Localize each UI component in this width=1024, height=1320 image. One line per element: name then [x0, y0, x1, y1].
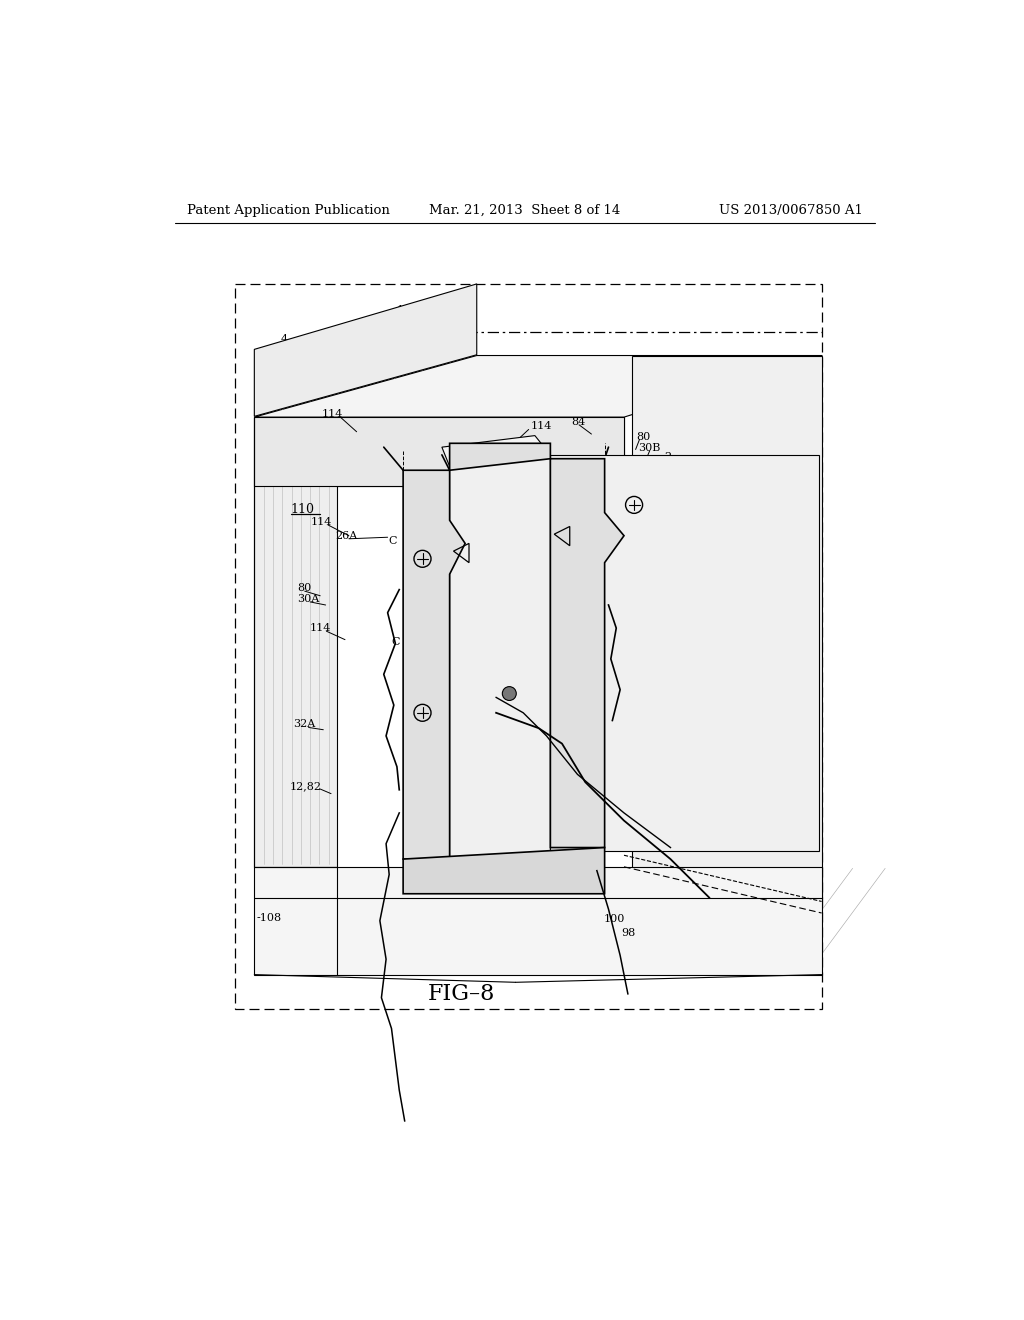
Text: 1: 1 [474, 874, 481, 884]
Text: 6,40: 6,40 [650, 763, 675, 772]
Polygon shape [550, 459, 624, 847]
Text: 114: 114 [311, 517, 332, 527]
Circle shape [503, 686, 516, 701]
Text: C: C [571, 572, 580, 582]
Text: 114: 114 [309, 623, 331, 634]
Text: 78: 78 [601, 533, 614, 544]
Text: 12,82: 12,82 [289, 781, 322, 791]
Text: 10,62: 10,62 [644, 751, 676, 760]
Text: 26B: 26B [478, 496, 501, 507]
Text: 116: 116 [475, 684, 497, 693]
Polygon shape [254, 417, 624, 487]
Text: Patent Application Publication: Patent Application Publication [187, 205, 390, 218]
Text: 30B: 30B [638, 444, 660, 453]
Text: -108: -108 [257, 912, 282, 923]
Text: 68: 68 [608, 741, 623, 750]
Text: 100: 100 [604, 915, 626, 924]
Text: 90A: 90A [409, 783, 431, 793]
Text: 14: 14 [601, 510, 615, 519]
Text: 26A: 26A [336, 531, 358, 541]
Text: 16: 16 [589, 725, 602, 735]
Text: 50: 50 [590, 810, 604, 821]
Text: 114: 114 [531, 421, 552, 432]
Polygon shape [403, 847, 604, 894]
Text: 42: 42 [653, 824, 668, 834]
Text: 80: 80 [636, 432, 650, 442]
Polygon shape [254, 867, 822, 974]
Polygon shape [442, 436, 550, 466]
Text: 8,62: 8,62 [452, 828, 477, 838]
Text: Mar. 21, 2013  Sheet 8 of 14: Mar. 21, 2013 Sheet 8 of 14 [429, 205, 621, 218]
Text: 28A: 28A [467, 594, 489, 603]
Text: C: C [595, 556, 603, 565]
Polygon shape [403, 470, 465, 859]
Text: 72: 72 [530, 656, 545, 665]
Bar [234, 284, 822, 1010]
Text: 98: 98 [621, 928, 635, 939]
Text: 34A: 34A [509, 713, 531, 722]
Text: 106: 106 [397, 305, 418, 315]
Text: 114: 114 [322, 409, 343, 418]
Text: 4: 4 [281, 334, 288, 343]
Text: C: C [391, 638, 400, 647]
Text: 80: 80 [297, 583, 311, 593]
Text: 70: 70 [508, 700, 522, 710]
Polygon shape [254, 355, 822, 417]
Text: 64: 64 [436, 510, 451, 519]
Text: 30A: 30A [297, 594, 319, 603]
Text: FIG–8: FIG–8 [428, 983, 495, 1005]
Polygon shape [254, 284, 477, 416]
Text: 72: 72 [571, 656, 586, 665]
Text: 59: 59 [475, 850, 489, 859]
Text: 44: 44 [472, 760, 486, 770]
Text: 84: 84 [571, 417, 586, 426]
Text: 110: 110 [291, 503, 314, 516]
Text: US 2013/0067850 A1: US 2013/0067850 A1 [719, 205, 862, 218]
Text: 2: 2 [665, 453, 672, 462]
Polygon shape [450, 444, 550, 470]
Polygon shape [550, 455, 818, 851]
Polygon shape [254, 417, 624, 867]
Text: 96: 96 [703, 491, 717, 500]
Text: 48: 48 [624, 834, 638, 845]
Text: 28B: 28B [581, 686, 603, 696]
Polygon shape [450, 455, 550, 863]
Text: 70: 70 [583, 675, 596, 684]
Text: C: C [388, 536, 397, 546]
Text: 46: 46 [652, 774, 667, 784]
Text: 60: 60 [599, 521, 613, 532]
Polygon shape [632, 355, 822, 898]
Text: 112: 112 [254, 358, 275, 368]
Text: 60: 60 [414, 483, 427, 492]
Text: 32A: 32A [293, 719, 315, 730]
